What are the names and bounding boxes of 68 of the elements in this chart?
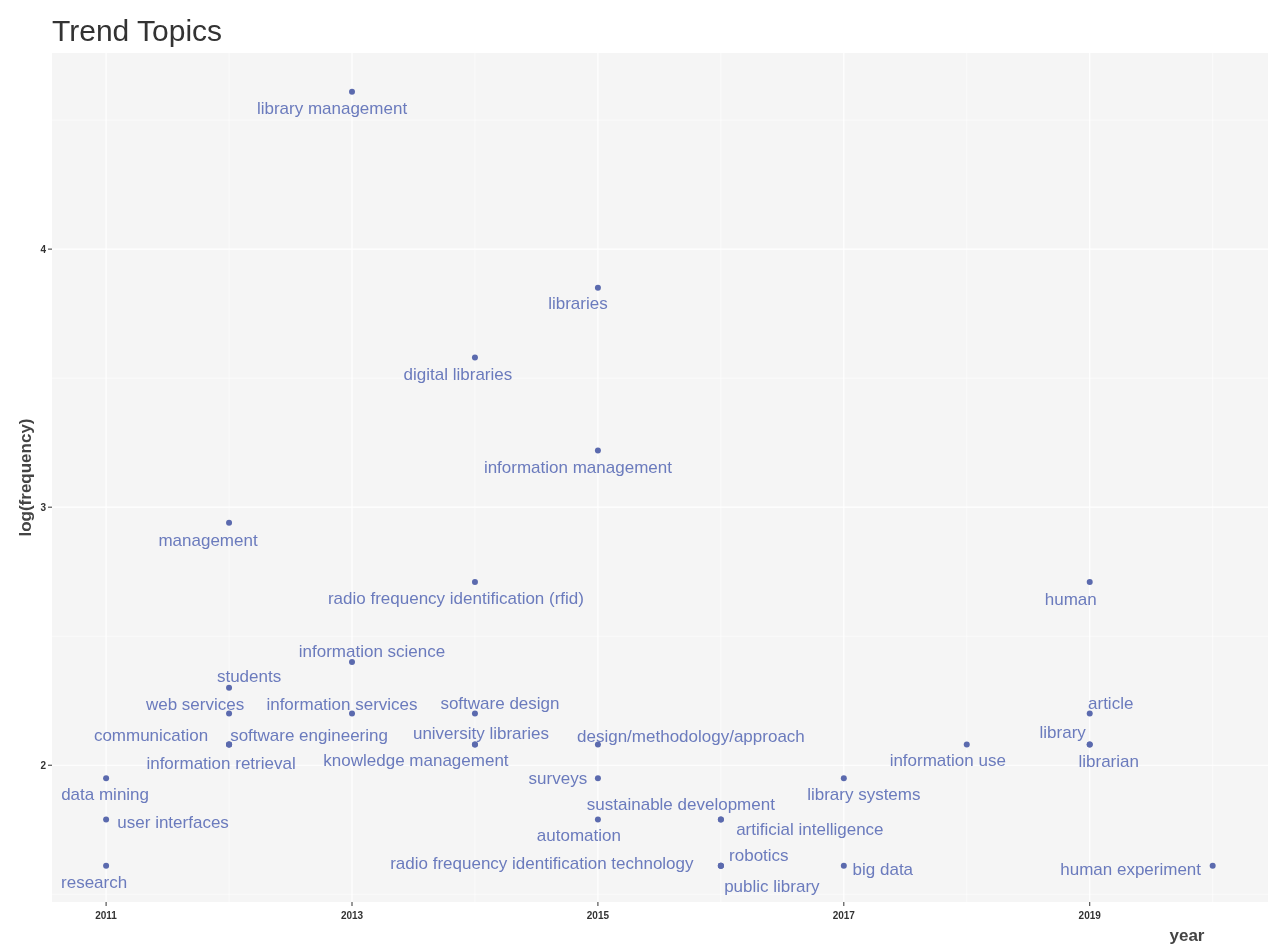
annotation: surveys: [528, 769, 588, 789]
chart-title: Trend Topics: [52, 14, 223, 47]
point: [1086, 710, 1093, 717]
annotation: students: [216, 666, 282, 686]
annotation: software design: [440, 693, 560, 713]
annotation: information management: [483, 458, 673, 478]
x-tick-label: 2013: [340, 910, 364, 921]
annotation: automation: [536, 826, 621, 846]
point: [226, 519, 233, 526]
point: [103, 775, 110, 782]
annotation: web services: [144, 694, 245, 714]
point: [1209, 862, 1216, 869]
annotation: article: [1088, 693, 1134, 713]
annotation: public library: [724, 876, 821, 896]
point: [226, 684, 233, 691]
annotation: library management: [256, 98, 408, 118]
y-tick-label: 4: [40, 243, 47, 255]
annotation: radio frequency identification (rfid): [327, 589, 584, 609]
annotation: digital libraries: [403, 364, 513, 384]
x-tick-label: 2015: [586, 910, 610, 921]
y-axis-title: log(frequency): [16, 418, 35, 537]
x-tick-label: 2019: [1078, 910, 1102, 921]
point: [349, 710, 355, 717]
point: [594, 775, 601, 782]
annotation: human experiment: [1060, 859, 1202, 879]
x-tick-label: 2011: [95, 910, 118, 921]
annotation: data mining: [61, 785, 150, 805]
annotation: user interfaces: [117, 813, 229, 833]
annotation: human: [1044, 590, 1097, 610]
y-tick-label: 2: [40, 759, 47, 771]
point: [840, 862, 847, 869]
point: [471, 579, 478, 586]
point: [1086, 579, 1093, 586]
annotation: information services: [266, 694, 418, 714]
point: [349, 659, 355, 666]
point: [103, 862, 110, 869]
annotation: sustainable development: [586, 795, 776, 815]
y-tick-label: 3: [40, 501, 47, 513]
annotation: software engineering: [230, 725, 388, 745]
point: [594, 284, 601, 291]
annotation: research: [61, 872, 128, 892]
point: [594, 816, 601, 823]
point: [594, 447, 601, 454]
annotation: university libraries: [412, 723, 549, 743]
point: [103, 816, 110, 823]
annotation: management: [158, 530, 258, 550]
x-axis-title: year: [1169, 926, 1205, 945]
annotation: design/methodology/approach: [577, 726, 805, 746]
point: [349, 88, 355, 95]
annotation: libraries: [548, 293, 608, 313]
point: [471, 710, 478, 717]
point: [963, 741, 970, 748]
annotation: information retrieval: [146, 753, 296, 773]
annotation: radio frequency identification technology: [390, 853, 695, 873]
point: [840, 775, 847, 782]
point: [226, 710, 233, 717]
point: [471, 354, 478, 361]
annotation: big data: [852, 859, 914, 879]
annotation: artificial intelligence: [736, 820, 884, 840]
annotation: information science: [298, 642, 446, 662]
annotation: knowledge management: [323, 750, 509, 770]
annotation: information use: [889, 750, 1006, 770]
annotation: librarian: [1078, 751, 1139, 771]
annotation: library systems: [807, 785, 921, 805]
annotation: library: [1039, 722, 1087, 742]
annotation: robotics: [729, 845, 789, 865]
annotation: communication: [93, 725, 209, 745]
x-tick-label: 2017: [832, 910, 856, 921]
